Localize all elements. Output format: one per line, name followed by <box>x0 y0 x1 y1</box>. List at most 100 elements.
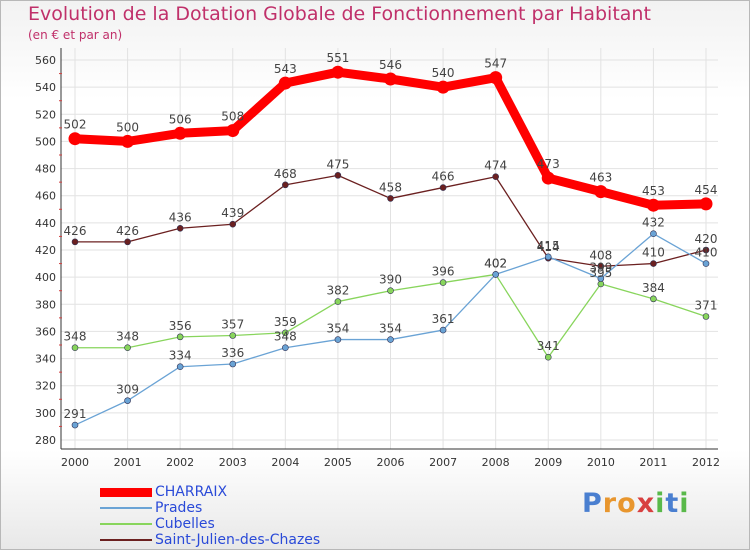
data-point <box>331 65 345 79</box>
data-label: 348 <box>64 330 87 344</box>
data-label: 371 <box>695 299 718 313</box>
data-label: 474 <box>484 159 507 173</box>
data-point <box>71 421 79 429</box>
data-point <box>544 353 552 361</box>
data-label: 402 <box>484 256 507 270</box>
x-tick-label: 2000 <box>61 456 89 469</box>
data-label: 384 <box>642 281 665 295</box>
data-label: 356 <box>169 319 192 333</box>
data-label: 502 <box>64 118 87 132</box>
data-label: 426 <box>116 224 139 238</box>
data-point <box>68 132 82 146</box>
x-tick-label: 2003 <box>219 456 247 469</box>
data-label: 540 <box>432 66 455 80</box>
legend-swatch <box>100 487 152 497</box>
x-tick-label: 2008 <box>482 456 510 469</box>
data-label: 336 <box>221 346 244 360</box>
data-point <box>597 275 605 282</box>
data-label: 420 <box>695 232 718 246</box>
data-point <box>650 230 657 238</box>
data-label: 396 <box>432 265 455 279</box>
legend-item: Cubelles <box>100 516 215 532</box>
data-point <box>436 80 450 94</box>
data-label: 458 <box>379 180 402 194</box>
data-point <box>278 76 292 90</box>
legend-label: CHARRAIX <box>155 484 228 500</box>
data-label: 309 <box>116 383 139 397</box>
data-label: 439 <box>221 206 244 220</box>
data-point <box>597 280 605 288</box>
data-label: 390 <box>379 273 402 287</box>
data-label: 341 <box>537 339 560 353</box>
data-point <box>71 238 79 246</box>
y-tick-label: 420 <box>35 244 56 257</box>
data-label: 547 <box>484 57 507 71</box>
data-point <box>492 271 499 278</box>
chart-subtitle: (en € et par an) <box>28 28 123 42</box>
data-label: 468 <box>274 167 297 181</box>
data-label: 399 <box>589 261 612 275</box>
data-point <box>702 246 710 254</box>
data-point <box>121 134 135 148</box>
legend-label: Cubelles <box>155 516 215 532</box>
y-tick-label: 380 <box>35 298 56 311</box>
data-label: 348 <box>116 330 139 344</box>
data-point <box>439 326 447 334</box>
legend-swatch <box>100 507 152 509</box>
legend-item: Saint-Julien-des-Chazes <box>100 532 320 548</box>
data-label: 361 <box>432 312 455 326</box>
legend-item: CHARRAIX <box>100 484 227 500</box>
data-label: 348 <box>274 330 297 344</box>
data-point <box>646 198 660 212</box>
data-label: 500 <box>116 120 139 134</box>
data-label: 475 <box>326 157 349 171</box>
data-label: 357 <box>221 318 244 332</box>
data-label: 402 <box>484 256 507 270</box>
legend-swatch <box>100 539 152 541</box>
data-point <box>439 279 447 286</box>
data-label: 551 <box>326 51 349 65</box>
data-point <box>229 332 237 339</box>
data-point <box>702 260 710 267</box>
x-tick-label: 2001 <box>114 456 142 469</box>
data-point <box>492 173 499 181</box>
y-tick-label: 340 <box>35 353 56 366</box>
data-point <box>176 224 184 232</box>
y-tick-label: 480 <box>35 163 56 176</box>
y-tick-label: 440 <box>35 217 56 230</box>
data-point <box>541 171 555 185</box>
data-point <box>650 260 657 267</box>
legend-swatch <box>100 523 152 525</box>
y-tick-label: 520 <box>35 108 56 121</box>
data-point <box>176 363 184 371</box>
data-point <box>699 197 713 211</box>
data-label: 408 <box>589 248 612 262</box>
y-tick-label: 280 <box>35 434 56 447</box>
y-tick-label: 560 <box>35 54 56 67</box>
data-point <box>387 195 394 202</box>
y-tick-label: 500 <box>35 135 56 148</box>
data-point <box>124 238 131 246</box>
data-label: 359 <box>274 315 297 329</box>
data-point <box>384 72 397 86</box>
legend-item: Prades <box>100 500 202 516</box>
data-label: 415 <box>537 239 560 253</box>
data-point <box>124 344 131 352</box>
data-point <box>334 172 342 179</box>
data-point <box>387 336 394 343</box>
data-label: 395 <box>589 266 612 280</box>
data-point <box>702 313 710 320</box>
data-point <box>229 360 237 368</box>
data-label: 354 <box>326 322 349 336</box>
data-label: 432 <box>642 216 665 230</box>
x-tick-label: 2010 <box>587 456 615 469</box>
data-point <box>334 298 342 305</box>
data-label: 410 <box>695 246 718 260</box>
data-point <box>124 397 131 404</box>
x-tick-label: 2004 <box>271 456 299 469</box>
data-point <box>597 262 605 270</box>
data-point <box>594 185 608 199</box>
data-point <box>176 333 184 341</box>
